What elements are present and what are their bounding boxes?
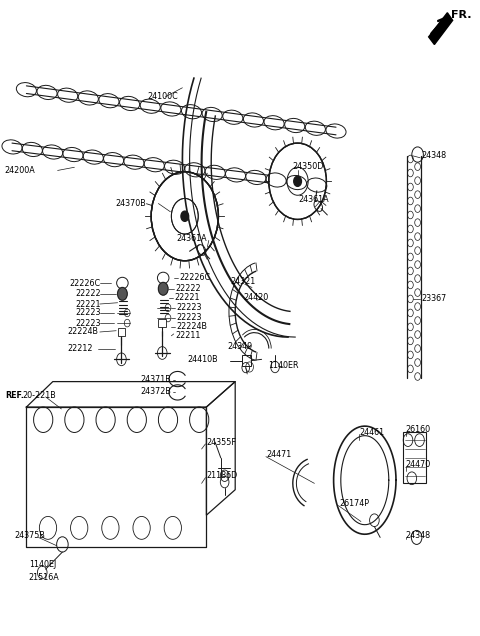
Text: 24349: 24349 bbox=[228, 342, 253, 351]
Text: 22224B: 22224B bbox=[177, 322, 208, 331]
Text: 22211: 22211 bbox=[175, 331, 201, 340]
Text: 22226C: 22226C bbox=[179, 273, 210, 282]
Circle shape bbox=[158, 282, 168, 295]
Bar bbox=[118, 328, 125, 336]
Text: 21186D: 21186D bbox=[206, 471, 238, 480]
Text: 24370B: 24370B bbox=[115, 199, 146, 208]
Text: 22222: 22222 bbox=[75, 289, 101, 298]
Text: REF.: REF. bbox=[5, 391, 24, 400]
Text: 20-221B: 20-221B bbox=[23, 391, 56, 400]
Text: 22226C: 22226C bbox=[70, 279, 101, 287]
Text: 22223: 22223 bbox=[75, 319, 101, 328]
Text: 24100C: 24100C bbox=[148, 92, 179, 101]
Text: 26160: 26160 bbox=[406, 425, 431, 434]
Text: 22221: 22221 bbox=[174, 293, 200, 302]
Text: 24371B: 24371B bbox=[140, 375, 171, 384]
Text: 24375B: 24375B bbox=[14, 531, 45, 540]
Text: 24372B: 24372B bbox=[140, 387, 171, 396]
Text: 22223: 22223 bbox=[176, 303, 202, 312]
Polygon shape bbox=[429, 13, 453, 45]
Text: 24420: 24420 bbox=[243, 293, 268, 302]
Text: 26174P: 26174P bbox=[339, 499, 369, 508]
Bar bbox=[242, 355, 251, 366]
Text: 24470: 24470 bbox=[406, 460, 431, 469]
Text: 22223: 22223 bbox=[176, 314, 202, 322]
Circle shape bbox=[269, 143, 326, 219]
Text: 22223: 22223 bbox=[75, 308, 101, 317]
Bar bbox=[403, 432, 426, 483]
Text: 1140ER: 1140ER bbox=[268, 361, 299, 370]
Circle shape bbox=[294, 176, 301, 186]
Text: 24361A: 24361A bbox=[177, 234, 207, 243]
Text: FR.: FR. bbox=[451, 10, 472, 20]
Circle shape bbox=[181, 211, 189, 221]
Text: 24410B: 24410B bbox=[187, 355, 218, 364]
Text: 1140EJ: 1140EJ bbox=[29, 560, 56, 569]
Text: 24350D: 24350D bbox=[293, 162, 324, 171]
Text: 22222: 22222 bbox=[176, 284, 201, 293]
Text: 24348: 24348 bbox=[421, 151, 446, 160]
Text: 22221: 22221 bbox=[75, 300, 101, 308]
Text: 24461: 24461 bbox=[359, 428, 384, 437]
Circle shape bbox=[118, 287, 127, 300]
Circle shape bbox=[151, 172, 218, 261]
Text: 24348: 24348 bbox=[406, 531, 431, 540]
Text: 24471: 24471 bbox=[266, 450, 292, 459]
Text: 24361A: 24361A bbox=[299, 195, 329, 204]
Text: 21516A: 21516A bbox=[29, 573, 60, 582]
Text: 22212: 22212 bbox=[67, 344, 93, 353]
Text: 23367: 23367 bbox=[421, 294, 446, 303]
Bar bbox=[158, 319, 166, 327]
Text: 22224B: 22224B bbox=[67, 328, 98, 336]
Text: 24321: 24321 bbox=[230, 277, 256, 286]
Text: 24200A: 24200A bbox=[5, 166, 36, 175]
Text: 24355F: 24355F bbox=[206, 438, 236, 446]
